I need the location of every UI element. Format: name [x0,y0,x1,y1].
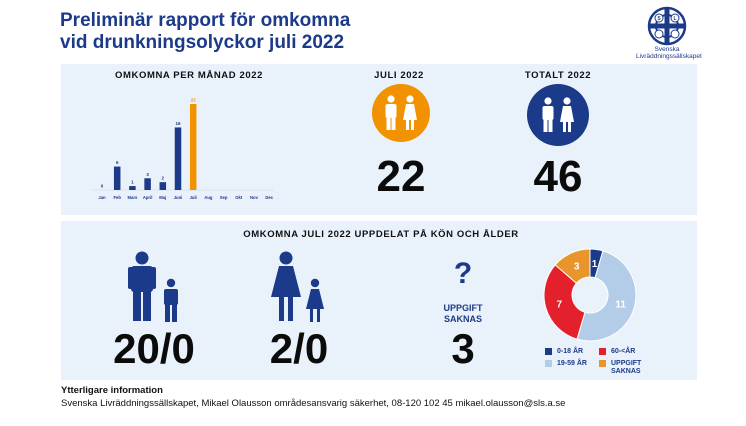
bar-value-label-feb: 6 [116,160,119,165]
month-tick-nov: Nov [250,195,259,200]
bar-maj [159,182,167,190]
month-tick-april: April [143,195,153,200]
emblem-letter-2: L [673,16,676,22]
bottom-panel: OMKOMNA JULI 2022 UPPDELAT PÅ KÖN OCH ÅL… [61,221,697,380]
month-tick-dec: Dec [265,195,273,200]
month-tick-maj: Maj [159,195,166,200]
page-title: Preliminär rapport för omkomna vid drunk… [60,10,350,54]
title-line-1: Preliminär rapport för omkomna [60,10,351,31]
missing-label-1: UPPGIFT [443,303,483,313]
bar-juni [174,127,182,190]
july-total-value: 22 [376,152,426,201]
question-mark-icon: ? [453,257,473,290]
man-icon [542,97,554,132]
footer-heading: Ytterligare information [61,385,163,396]
lifebuoy-emblem-icon: S L S [647,6,687,46]
legend-label-19-59: 19-59 ÅR [557,360,587,367]
donut-slice-2 [543,264,586,340]
donut-slice-1 [576,250,637,342]
women-value: 2/0 [269,325,329,372]
bar-value-label-april: 3 [146,172,149,177]
footer-contact: Svenska Livräddningssällskapet, Mikael O… [61,398,566,409]
legend-item-19-59: 19-59 ÅR [545,360,587,368]
month-tick-juli: Juli [190,195,197,200]
bar-value-label-juni: 16 [175,121,181,126]
donut-slice-label-2: 7 [557,300,563,311]
legend-label-missing-2: SAKNAS [611,368,641,375]
sls-logo: S L S Svenska Livräddningssällskapet [636,6,702,66]
legend-swatch-60 [599,348,606,355]
woman-and-girl-icon [271,251,324,322]
month-tick-jan: Jan [98,195,106,200]
month-tick-juni: Juni [174,195,183,200]
july-heading: JULI 2022 [374,70,424,81]
legend-item-60: 60-<ÅR [599,348,635,356]
legend-item-missing: UPPGIFT SAKNAS [599,360,641,376]
bar-value-label-maj: 2 [162,176,165,181]
month-tick-aug: Aug [204,195,213,200]
bar-feb [113,166,121,190]
legend-item-0-18: 0-18 ÅR [545,348,583,356]
july-circle [372,84,430,142]
monthly-bar-chart: 0 Jan 6 Feb 1 Mars 3 April 2 Maj 16 Juni 22 Juli Aug Se… [92,98,274,200]
bar-mars [129,186,136,190]
total-circle [527,84,589,146]
legend-label-missing-1: UPPGIFT [611,360,642,367]
month-tick-mars: Mars [128,195,138,200]
woman-icon [560,97,574,132]
title-line-2: vid drunkningsolyckor juli 2022 [60,32,345,53]
emblem-letter-3: S [665,32,669,38]
bar-juli [189,104,197,190]
org-name-line-1: Svenska [654,46,680,53]
total-heading: TOTALT 2022 [524,70,592,81]
org-name-line-2: Livräddningssällskapet [636,53,702,60]
top-panel: OMKOMNA PER MÅNAD 2022 0 Jan 6 Feb 1 Mars 3 Apr… [61,64,697,215]
missing-value: 3 [451,325,475,372]
month-tick-okt: Okt [235,195,243,200]
month-tick-feb: Feb [113,195,121,200]
bar-april [144,178,151,190]
donut-slice-3 [554,248,591,284]
legend-swatch-19-59 [545,360,552,367]
missing-label-2: SAKNAS [443,314,482,324]
bar-value-label-jan: 0 [101,184,104,189]
bar-value-label-juli: 22 [191,98,197,103]
donut-slice-label-3: 3 [574,261,580,272]
men-value: 20/0 [113,325,195,372]
donut-slice-label-1: 11 [615,300,626,311]
breakdown-heading: OMKOMNA JULI 2022 UPPDELAT PÅ KÖN OCH ÅL… [243,229,519,240]
monthly-heading: OMKOMNA PER MÅNAD 2022 [115,70,263,81]
month-tick-sep: Sep [220,195,228,200]
legend-swatch-missing [599,360,606,367]
man-icon [385,95,397,130]
emblem-letter-1: S [657,16,661,22]
legend-label-60: 60-<ÅR [611,348,636,355]
legend-swatch-0-18 [545,348,552,355]
bar-value-label-mars: 1 [131,180,134,185]
legend-label-0-18: 0-18 ÅR [557,348,584,355]
year-total-value: 46 [533,152,583,201]
man-and-boy-icon [128,251,178,322]
woman-icon [403,95,417,130]
donut-slice-label-0: 1 [592,259,598,270]
